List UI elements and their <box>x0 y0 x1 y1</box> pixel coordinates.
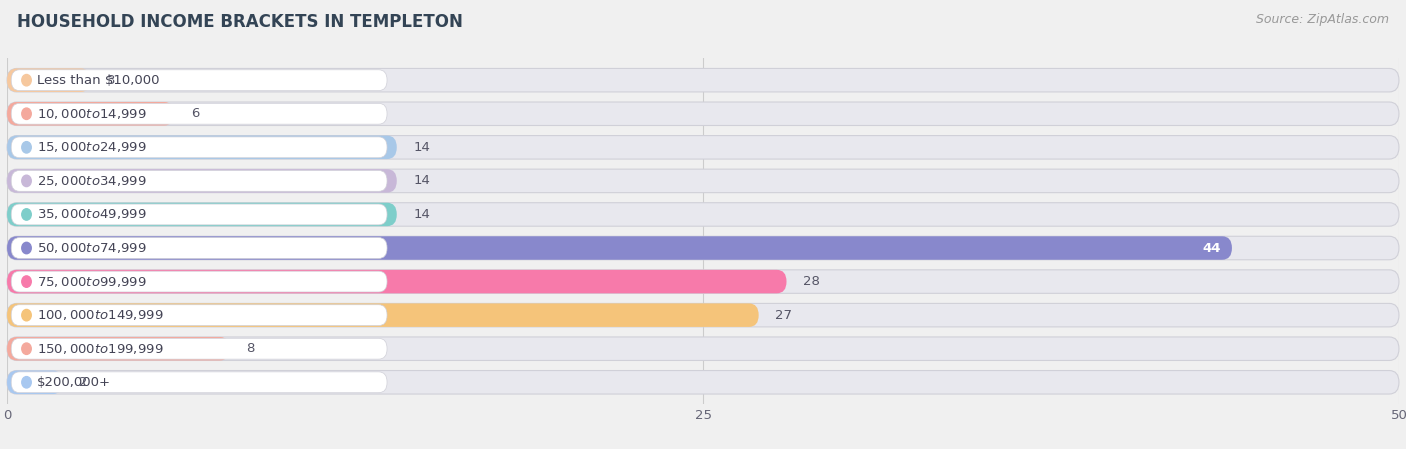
FancyBboxPatch shape <box>11 271 387 292</box>
Text: 14: 14 <box>413 141 430 154</box>
FancyBboxPatch shape <box>7 236 1399 260</box>
Circle shape <box>21 108 31 119</box>
Circle shape <box>21 377 31 388</box>
Circle shape <box>21 175 31 187</box>
FancyBboxPatch shape <box>11 103 387 124</box>
FancyBboxPatch shape <box>11 137 387 158</box>
FancyBboxPatch shape <box>7 337 229 361</box>
Text: 6: 6 <box>191 107 200 120</box>
Circle shape <box>21 343 31 354</box>
Text: $35,000 to $49,999: $35,000 to $49,999 <box>37 207 146 221</box>
FancyBboxPatch shape <box>11 238 387 259</box>
FancyBboxPatch shape <box>7 337 1399 361</box>
FancyBboxPatch shape <box>11 70 387 91</box>
FancyBboxPatch shape <box>11 372 387 393</box>
Text: Less than $10,000: Less than $10,000 <box>37 74 160 87</box>
Text: 8: 8 <box>246 342 254 355</box>
FancyBboxPatch shape <box>7 68 90 92</box>
Circle shape <box>21 276 31 287</box>
Text: $200,000+: $200,000+ <box>37 376 111 389</box>
Text: 44: 44 <box>1202 242 1220 255</box>
FancyBboxPatch shape <box>7 236 1232 260</box>
Circle shape <box>21 242 31 254</box>
FancyBboxPatch shape <box>11 171 387 191</box>
Circle shape <box>21 75 31 86</box>
Text: 3: 3 <box>107 74 115 87</box>
FancyBboxPatch shape <box>7 270 1399 293</box>
FancyBboxPatch shape <box>11 305 387 326</box>
Circle shape <box>21 141 31 153</box>
Circle shape <box>21 309 31 321</box>
FancyBboxPatch shape <box>7 270 786 293</box>
FancyBboxPatch shape <box>7 136 396 159</box>
FancyBboxPatch shape <box>7 136 1399 159</box>
FancyBboxPatch shape <box>7 102 1399 126</box>
Text: 14: 14 <box>413 174 430 187</box>
Text: $100,000 to $149,999: $100,000 to $149,999 <box>37 308 163 322</box>
Text: 28: 28 <box>803 275 820 288</box>
Circle shape <box>21 209 31 220</box>
FancyBboxPatch shape <box>7 304 759 327</box>
Text: $150,000 to $199,999: $150,000 to $199,999 <box>37 342 163 356</box>
Text: $50,000 to $74,999: $50,000 to $74,999 <box>37 241 146 255</box>
FancyBboxPatch shape <box>7 68 1399 92</box>
Text: $15,000 to $24,999: $15,000 to $24,999 <box>37 141 146 154</box>
Text: 2: 2 <box>79 376 89 389</box>
Text: 14: 14 <box>413 208 430 221</box>
Text: HOUSEHOLD INCOME BRACKETS IN TEMPLETON: HOUSEHOLD INCOME BRACKETS IN TEMPLETON <box>17 13 463 31</box>
FancyBboxPatch shape <box>11 338 387 359</box>
FancyBboxPatch shape <box>7 370 1399 394</box>
FancyBboxPatch shape <box>7 202 1399 226</box>
FancyBboxPatch shape <box>7 169 1399 193</box>
FancyBboxPatch shape <box>7 202 396 226</box>
FancyBboxPatch shape <box>7 304 1399 327</box>
Text: $10,000 to $14,999: $10,000 to $14,999 <box>37 107 146 121</box>
FancyBboxPatch shape <box>7 102 174 126</box>
Text: $25,000 to $34,999: $25,000 to $34,999 <box>37 174 146 188</box>
Text: $75,000 to $99,999: $75,000 to $99,999 <box>37 275 146 289</box>
FancyBboxPatch shape <box>11 204 387 225</box>
FancyBboxPatch shape <box>7 370 63 394</box>
Text: Source: ZipAtlas.com: Source: ZipAtlas.com <box>1256 13 1389 26</box>
FancyBboxPatch shape <box>7 169 396 193</box>
Text: 27: 27 <box>775 308 793 321</box>
